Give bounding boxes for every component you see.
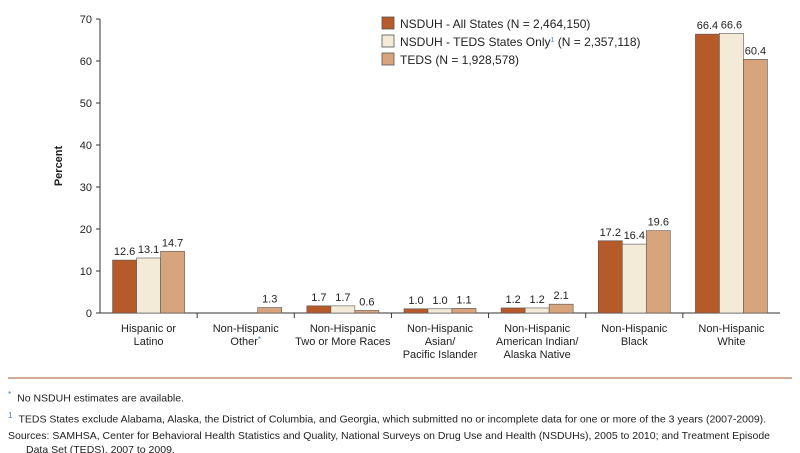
data-label: 19.6 <box>648 217 669 229</box>
bar <box>719 32 744 314</box>
x-tick-label: Pacific Islander <box>403 349 478 361</box>
data-label: 1.0 <box>408 295 423 307</box>
x-tick-label: Non-Hispanic <box>310 323 377 335</box>
asterisk-marker: * <box>8 390 12 399</box>
data-label: 1.2 <box>529 294 544 306</box>
x-tick-label: Alaska Native <box>504 349 571 361</box>
x-tick-label: Asian/ <box>425 336 457 348</box>
legend-entry: NSDUH - All States (N = 2,464,150) <box>400 17 590 31</box>
y-tick-label: 70 <box>80 14 92 26</box>
y-tick-label: 30 <box>80 182 92 194</box>
data-label: 12.6 <box>114 246 135 258</box>
bar <box>257 307 283 314</box>
legend-entry: TEDS (N = 1,928,578) <box>400 53 519 67</box>
y-tick-label: 20 <box>80 224 92 236</box>
x-tick-label: Black <box>621 336 648 348</box>
x-tick-label: Non-Hispanic <box>698 323 765 335</box>
data-label: 60.4 <box>745 45 766 57</box>
y-tick-label: 50 <box>80 98 92 110</box>
data-label: 1.2 <box>505 294 520 306</box>
y-axis-label: Percent <box>53 145 65 186</box>
data-label: 66.4 <box>697 20 718 32</box>
bar <box>330 305 356 314</box>
legend-swatch <box>381 52 395 66</box>
legend-entry: NSDUH - TEDS States Only1 (N = 2,357,118… <box>400 35 641 49</box>
data-label: 1.1 <box>456 294 471 306</box>
note-footnote1-text: TEDS States exclude Alabama, Alaska, the… <box>18 413 767 425</box>
bar <box>136 257 161 314</box>
data-label: 16.4 <box>624 230 645 242</box>
bar <box>597 240 623 314</box>
bar <box>403 308 429 314</box>
bar <box>112 259 137 314</box>
y-tick-label: 40 <box>80 140 92 152</box>
data-label: 1.0 <box>432 295 447 307</box>
legend-swatch <box>381 34 395 48</box>
y-tick-label: 10 <box>80 266 92 278</box>
data-label: 1.3 <box>262 294 277 306</box>
x-tick-label: Other* <box>230 335 261 348</box>
bar <box>524 307 550 314</box>
bar <box>548 303 574 314</box>
x-tick-label: Two or More Races <box>295 336 391 348</box>
bar <box>695 33 720 314</box>
y-tick-label: 60 <box>80 56 92 68</box>
bar <box>621 243 647 314</box>
note-asterisk-text: No NSDUH estimates are available. <box>17 392 185 405</box>
x-tick-label: American Indian/ <box>496 336 579 348</box>
bar <box>645 230 671 314</box>
note-footnote1: 1 TEDS States exclude Alabama, Alaska, th… <box>8 409 793 427</box>
data-label: 0.6 <box>359 296 374 308</box>
bar <box>500 307 526 314</box>
x-tick-label: Latino <box>134 336 164 348</box>
note-sources: Sources: SAMHSA, Center for Behavioral H… <box>8 430 771 453</box>
data-label: 2.1 <box>553 290 568 302</box>
bar <box>427 308 453 314</box>
x-tick-label: Non-Hispanic <box>407 323 474 335</box>
data-label: 66.6 <box>721 19 742 31</box>
data-label: 14.7 <box>162 237 183 249</box>
footnote-marker: 1 <box>8 410 13 420</box>
bar <box>160 250 185 314</box>
y-tick-label: 0 <box>86 308 92 320</box>
data-label: 17.2 <box>600 227 621 239</box>
x-tick-label: White <box>717 336 745 348</box>
data-label: 1.7 <box>311 292 326 304</box>
note-asterisk: * No NSDUH estimates are available. <box>8 388 793 406</box>
x-tick-label: Non-Hispanic <box>601 323 668 335</box>
x-tick-label: Hispanic or <box>121 323 176 335</box>
data-label: 1.7 <box>335 292 350 304</box>
chart-notes: * No NSDUH estimates are available. 1 TEDS… <box>8 388 793 453</box>
x-tick-label: Non-Hispanic <box>213 323 280 335</box>
bar <box>306 305 332 314</box>
bar <box>451 308 477 314</box>
data-label: 13.1 <box>138 244 159 256</box>
bar <box>743 59 768 314</box>
x-tick-label: Non-Hispanic <box>504 323 571 335</box>
bar-chart: 0 10 20 30 40 50 60 70 Percent 12.6 13.114.7 Hispan… <box>8 14 792 379</box>
bar <box>354 310 380 314</box>
legend-swatch <box>381 16 395 30</box>
